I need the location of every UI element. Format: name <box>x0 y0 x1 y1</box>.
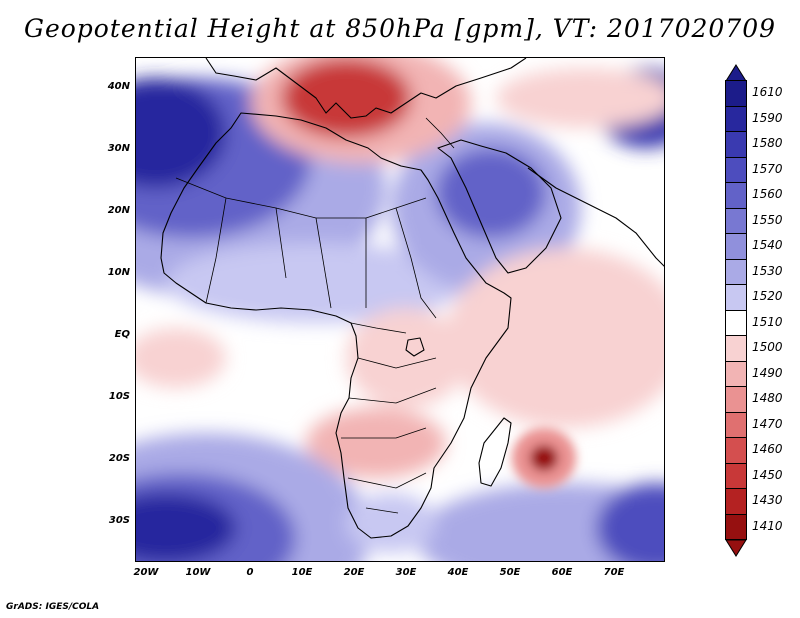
field-high-s-atlantic-core <box>136 493 236 561</box>
lon-label-20e: 20E <box>343 567 365 578</box>
chart-title: Geopotential Height at 850hPa [gpm], VT:… <box>23 14 777 43</box>
colorbar-label-1430: 1430 <box>752 493 783 507</box>
lake-victoria-outline <box>405 337 425 357</box>
lat-label-40n: 40N <box>107 81 130 92</box>
field-low-mascarene-core <box>530 445 558 471</box>
colorbar-swatch-1530 <box>725 258 747 285</box>
colorbar-swatch-1510 <box>725 309 747 336</box>
lat-label-10n: 10N <box>107 267 130 278</box>
lon-label-30e: 30E <box>395 567 417 578</box>
colorbar-label-1610: 1610 <box>752 85 783 99</box>
colorbar-swatch-1470 <box>725 411 747 438</box>
colorbar-label-1540: 1540 <box>752 238 783 252</box>
field-southern-africa-pink <box>306 408 446 478</box>
colorbar-label-1510: 1510 <box>752 314 783 329</box>
colorbar-label-1520: 1520 <box>752 289 783 303</box>
colorbar-bottom-arrow <box>725 539 747 557</box>
colorbar-swatch-1590 <box>725 105 747 132</box>
lat-label-20s: 20S <box>108 453 130 464</box>
lon-label-70e: 70E <box>603 567 625 578</box>
field-south-africa-blue <box>346 493 436 553</box>
colorbar-swatch-1570 <box>725 156 747 183</box>
colorbar-swatch-1410 <box>725 513 747 540</box>
lon-label-50e: 50E <box>499 567 521 578</box>
colorbar-label-1570: 1570 <box>752 161 783 176</box>
arabian-peninsula-coast <box>437 139 562 274</box>
lon-label-0: 0 <box>246 567 254 578</box>
colorbar-label-1590: 1590 <box>752 110 783 125</box>
lon-label-20w: 20W <box>133 567 159 578</box>
colorbar-label-1530: 1530 <box>752 263 783 278</box>
madagascar-outline <box>478 417 512 487</box>
lat-label-10s: 10S <box>108 391 130 402</box>
colorbar-swatch-1540 <box>725 233 747 260</box>
field-sahel-band <box>166 243 466 323</box>
colorbar-swatch-1580 <box>725 131 747 158</box>
lat-label-30s: 30S <box>108 515 130 526</box>
map-plot <box>136 58 664 561</box>
footer-credit: GrADS: IGES/COLA <box>6 602 100 612</box>
colorbar-swatch-1490 <box>725 360 747 387</box>
colorbar-label-1410: 1410 <box>752 518 783 533</box>
colorbar-swatch-1610 <box>725 80 747 107</box>
colorbar-label-1580: 1580 <box>752 136 783 150</box>
europe-coast <box>205 58 527 119</box>
lon-label-10e: 10E <box>291 567 313 578</box>
lat-label-eq: EQ <box>114 329 130 340</box>
colorbar-label-1490: 1490 <box>752 365 783 380</box>
africa-coastline <box>160 112 512 539</box>
colorbar-label-1500: 1500 <box>752 340 783 354</box>
field-indian-ocean-pink <box>446 248 664 428</box>
lat-label-30n: 30N <box>107 143 130 154</box>
colorbar-label-1450: 1450 <box>752 467 783 482</box>
asia-coast <box>527 167 664 267</box>
field-atlantic-pink <box>136 328 226 388</box>
map-panel <box>135 57 665 562</box>
lon-label-60e: 60E <box>551 567 573 578</box>
colorbar-swatch-1430 <box>725 488 747 515</box>
colorbar-label-1550: 1550 <box>752 212 783 227</box>
field-high-s-indian-core <box>596 483 664 561</box>
lon-label-40e: 40E <box>447 567 469 578</box>
lon-label-10w: 10W <box>185 567 211 578</box>
colorbar-swatch-1560 <box>725 182 747 209</box>
field-low-mediterranean-core <box>281 58 411 138</box>
colorbar-swatch-1550 <box>725 207 747 234</box>
colorbar-swatch-1520 <box>725 284 747 311</box>
field-ne-pink <box>496 68 664 128</box>
country-borders <box>175 117 455 514</box>
colorbar-swatch-1480 <box>725 386 747 413</box>
lat-label-20n: 20N <box>107 205 130 216</box>
colorbar-label-1460: 1460 <box>752 442 783 456</box>
colorbar-label-1470: 1470 <box>752 416 783 431</box>
colorbar-swatch-1450 <box>725 462 747 489</box>
colorbar-swatch-1500 <box>725 335 747 362</box>
field-east-africa-pink <box>346 308 466 408</box>
colorbar-swatch-1460 <box>725 437 747 464</box>
colorbar-label-1560: 1560 <box>752 187 783 201</box>
colorbar-label-1480: 1480 <box>752 391 783 405</box>
field-high-arabia-core <box>436 148 546 238</box>
